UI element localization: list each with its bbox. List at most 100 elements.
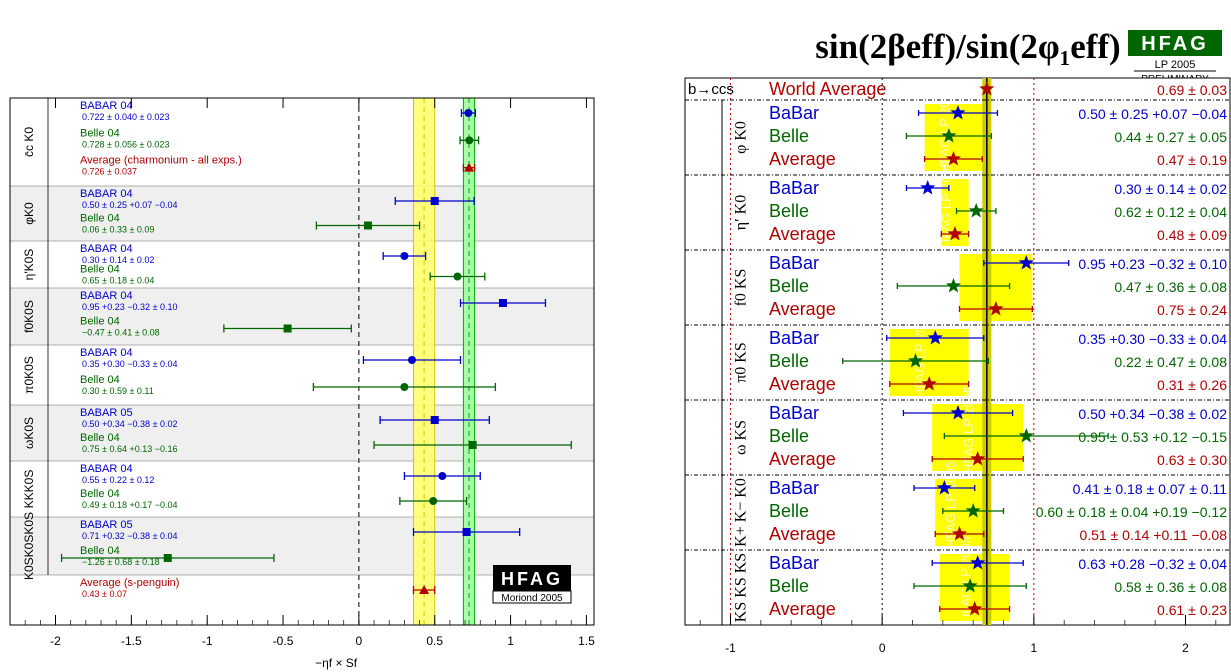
right-row-marker [936, 480, 952, 495]
left-row-value: 0.722 ± 0.040 ± 0.023 [82, 112, 169, 122]
left-group-label: π0K0S [22, 356, 36, 394]
right-world-average-value: 0.69 ± 0.03 [1157, 82, 1227, 98]
left-row-name: Average (charmonium - all exps.) [80, 155, 242, 167]
right-row-name: BaBar [769, 328, 819, 348]
right-row-name: Average [769, 299, 836, 319]
left-group-bg [10, 288, 594, 345]
left-row-name: BABAR 04 [80, 243, 133, 255]
left-group-label: c̄c K0 [22, 127, 36, 157]
right-row-marker [1018, 428, 1034, 443]
right-row-name: Average [769, 524, 836, 544]
right-row-name: Belle [769, 501, 809, 521]
left-row-name: Belle 04 [80, 316, 120, 328]
right-row-value: 0.95 +0.23 −0.32 ± 0.10 [1078, 256, 1227, 272]
left-x-tick-label: -1.5 [121, 634, 142, 648]
right-row-name: Average [769, 149, 836, 169]
right-row-marker [907, 353, 924, 368]
right-row-name: Belle [769, 351, 809, 371]
left-x-axis-label: −ηf × Sf [315, 656, 358, 670]
left-row-marker [464, 109, 473, 117]
right-row-marker [950, 405, 966, 420]
left-group-label: f0K0S [22, 300, 36, 333]
right-row-name: Average [769, 449, 836, 469]
right-row-value: 0.62 ± 0.12 ± 0.04 [1114, 204, 1227, 220]
right-row-marker [941, 128, 957, 143]
left-x-tick-label: 1 [507, 634, 514, 648]
left-group-label: ωK0S [22, 417, 36, 449]
right-row-marker [988, 301, 1004, 316]
left-row-marker [464, 162, 475, 172]
right-row-name: Belle [769, 201, 809, 221]
left-x-tick-label: -1 [202, 634, 213, 648]
left-row-name: Belle 04 [80, 545, 120, 557]
left-row-value: 0.30 ± 0.59 ± 0.11 [82, 386, 154, 396]
right-group-label: π0 KS [733, 342, 750, 383]
right-row-value: 0.75 ± 0.24 [1157, 302, 1227, 318]
left-row-marker [163, 554, 172, 562]
left-group-bg [10, 461, 594, 517]
right-group-label: ω KS [733, 420, 750, 455]
right-row-name: BaBar [769, 553, 819, 573]
left-x-tick-label: 0.5 [426, 634, 443, 648]
left-x-tick-label: 1.5 [578, 634, 595, 648]
left-row-name: Belle 04 [80, 264, 120, 276]
right-row-name: Belle [769, 276, 809, 296]
right-row-value: 0.48 ± 0.09 [1157, 227, 1227, 243]
left-row-name: Belle 04 [80, 488, 120, 500]
left-row-value: −1.26 ± 0.68 ± 0.18 [82, 557, 160, 567]
left-row-name: BABAR 05 [80, 519, 133, 531]
left-row-name: BABAR 04 [80, 347, 133, 359]
left-row-value: 0.65 ± 0.18 ± 0.04 [82, 276, 154, 286]
right-row-value: 0.44 ± 0.27 ± 0.05 [1114, 129, 1227, 145]
left-row-marker [419, 585, 430, 594]
left-group-bg [10, 98, 594, 186]
right-row-value: 0.30 ± 0.14 ± 0.02 [1114, 181, 1227, 197]
left-row-marker [430, 416, 439, 424]
left-group-bg [10, 345, 594, 405]
left-row-value: 0.06 ± 0.33 ± 0.09 [82, 225, 154, 235]
right-row-marker [962, 578, 978, 593]
left-row-marker [430, 197, 439, 205]
right-row-name: Belle [769, 426, 809, 446]
right-row-name: Average [769, 224, 836, 244]
right-hfag-logo-box [1128, 30, 1222, 56]
left-row-marker [363, 221, 372, 230]
right-row-marker [920, 180, 936, 195]
right-group-label: KS KS KS [733, 553, 750, 622]
left-row-marker [498, 299, 507, 307]
left-row-marker [400, 252, 409, 260]
right-row-marker [968, 203, 984, 218]
left-x-tick-label: -2 [50, 634, 61, 648]
left-row-value: 0.43 ± 0.07 [82, 589, 127, 599]
left-row-value: 0.75 ± 0.64 +0.13 −0.16 [82, 444, 178, 454]
left-row-marker [429, 497, 438, 505]
left-row-value: 0.30 ± 0.14 ± 0.02 [82, 255, 154, 265]
left-row-value: 0.95 +0.23 −0.32 ± 0.10 [82, 302, 178, 312]
right-watermark: HFAG LP 2005 [958, 536, 973, 623]
left-group-bg [10, 186, 594, 241]
right-row-marker [921, 376, 937, 391]
right-watermark: HFAG LP 2005 [937, 86, 952, 173]
right-row-name: BaBar [769, 103, 819, 123]
right-watermark: HFAG LP 2005 [913, 311, 928, 398]
right-row-marker [927, 330, 943, 345]
left-row-name: BABAR 04 [80, 100, 133, 112]
right-row-value: 0.60 ± 0.18 ± 0.04 +0.19 −0.12 [1036, 504, 1228, 520]
right-row-value: 0.41 ± 0.18 ± 0.07 ± 0.11 [1073, 481, 1228, 497]
left-row-marker [438, 472, 447, 480]
left-row-value: 0.50 +0.34 −0.38 ± 0.02 [82, 419, 178, 429]
left-row-value: 0.55 ± 0.22 ± 0.12 [82, 475, 154, 485]
right-world-average-group-label: b→ccs [688, 81, 734, 98]
left-row-value: 0.50 ± 0.25 +0.07 −0.04 [82, 200, 178, 210]
left-group-bg [10, 405, 594, 461]
left-row-marker [283, 324, 292, 333]
right-row-marker [970, 451, 986, 466]
right-row-name: Belle [769, 576, 809, 596]
left-hfag-sub-box [492, 590, 572, 604]
right-row-value: 0.35 +0.30 −0.33 ± 0.04 [1078, 331, 1227, 347]
right-chart-title: sin(2βeff)/sin(2φ₁eff) [815, 27, 1120, 66]
right-x-tick-label: 1 [1030, 641, 1037, 655]
left-row-name: BABAR 04 [80, 290, 133, 302]
right-row-name: Belle [769, 126, 809, 146]
right-hfag-lp-text: LP 2005 [1155, 59, 1196, 71]
